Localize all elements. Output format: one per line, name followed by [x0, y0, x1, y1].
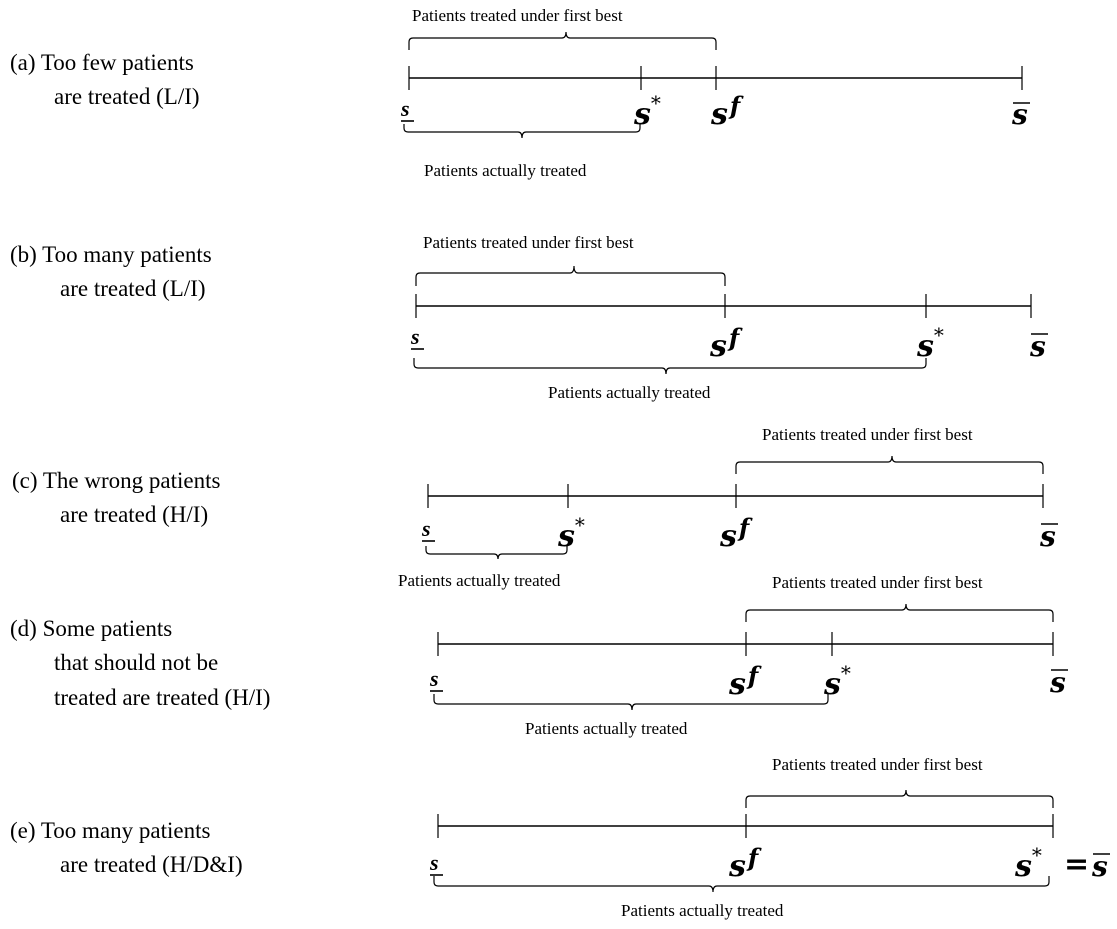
svg-text:s: s: [429, 666, 439, 691]
panel-e-label-line-2: are treated (H/D&I): [60, 852, 243, 877]
panel-d-s-star: s*: [823, 661, 851, 702]
panel-d-label-line-2: that should not be: [54, 650, 218, 675]
panel-b-actual-label: Patients actually treated: [548, 383, 711, 402]
panel-d-actual-label: Patients actually treated: [525, 719, 688, 738]
panel-e-actual-brace: [433, 876, 1050, 893]
svg-text:s: s: [1049, 666, 1066, 699]
svg-text:s: s: [1091, 850, 1108, 883]
panel-b-first-best-label: Patients treated under first best: [423, 233, 634, 252]
panel-c-s-low: s: [421, 516, 435, 542]
svg-text:s: s: [1029, 330, 1046, 363]
svg-text:s: s: [421, 516, 431, 541]
svg-text:s: s: [1011, 98, 1028, 131]
panel-b-label-line-2: are treated (L/I): [60, 276, 206, 301]
panel-e-s-star: s*: [1014, 843, 1042, 884]
panel-c-label-line-1: (c) The wrong patients: [12, 468, 220, 493]
panel-d-s-f: sf: [728, 661, 762, 702]
panel-d-label-line-1: (d) Some patients: [10, 616, 172, 641]
svg-text:s: s: [429, 850, 439, 875]
panel-e-s-f: sf: [728, 843, 762, 884]
panel-b-s-f: sf: [709, 323, 743, 364]
panel-e-s-high: s: [1091, 850, 1110, 883]
panel-b-actual-brace: [413, 358, 927, 375]
panel-c-actual-label: Patients actually treated: [398, 571, 561, 590]
panel-c-actual-brace: [425, 546, 568, 560]
panel-a-first-best-label: Patients treated under first best: [412, 6, 623, 25]
svg-text:s: s: [400, 96, 410, 121]
panel-b-s-star: s*: [916, 323, 944, 364]
panel-e-equals: =: [1064, 847, 1089, 882]
panel-c-s-high: s: [1039, 520, 1058, 553]
panel-d-first-best-label: Patients treated under first best: [772, 573, 983, 592]
panel-c-first-best-brace: [735, 455, 1044, 474]
panel-c: (c) The wrong patients are treated (H/I)…: [12, 425, 1058, 590]
panel-e-first-best-brace: [745, 789, 1054, 808]
panel-a-s-high: s: [1011, 98, 1030, 131]
panel-e-first-best-label: Patients treated under first best: [772, 755, 983, 774]
panel-d-label-line-3: treated are treated (H/I): [54, 685, 270, 710]
svg-text:s: s: [1039, 520, 1056, 553]
panel-a: (a) Too few patients are treated (L/I) P…: [10, 6, 1030, 180]
panel-a-s-low: s: [400, 96, 414, 122]
panel-d-actual-brace: [433, 694, 829, 711]
panel-e: (e) Too many patients are treated (H/D&I…: [10, 755, 1110, 920]
panel-c-first-best-label: Patients treated under first best: [762, 425, 973, 444]
panel-a-label-line-2: are treated (L/I): [54, 84, 200, 109]
panel-d-s-low: s: [429, 666, 443, 692]
panel-b-label-line-1: (b) Too many patients: [10, 242, 212, 267]
panel-c-label-line-2: are treated (H/I): [60, 502, 208, 527]
panel-c-s-f: sf: [719, 513, 753, 554]
panel-b-first-best-brace: [415, 265, 726, 286]
panel-e-actual-label: Patients actually treated: [621, 901, 784, 920]
panel-b-s-high: s: [1029, 330, 1048, 363]
svg-text:s: s: [410, 324, 420, 349]
panel-a-actual-label: Patients actually treated: [424, 161, 587, 180]
panel-d-s-high: s: [1049, 666, 1068, 699]
panel-e-label-line-1: (e) Too many patients: [10, 818, 210, 843]
panel-d: (d) Some patients that should not be tre…: [10, 573, 1068, 738]
panel-b: (b) Too many patients are treated (L/I) …: [10, 233, 1048, 402]
panel-d-first-best-brace: [745, 603, 1054, 622]
panel-e-s-low: s: [429, 850, 443, 876]
panel-a-label-line-1: (a) Too few patients: [10, 50, 194, 75]
panel-a-first-best-brace: [408, 31, 717, 50]
panel-a-s-f: sf: [710, 91, 744, 132]
panel-c-s-star: s*: [557, 513, 585, 554]
panel-b-s-low: s: [410, 324, 424, 350]
panel-a-s-star: s*: [633, 91, 661, 132]
panel-a-actual-brace: [403, 124, 641, 139]
